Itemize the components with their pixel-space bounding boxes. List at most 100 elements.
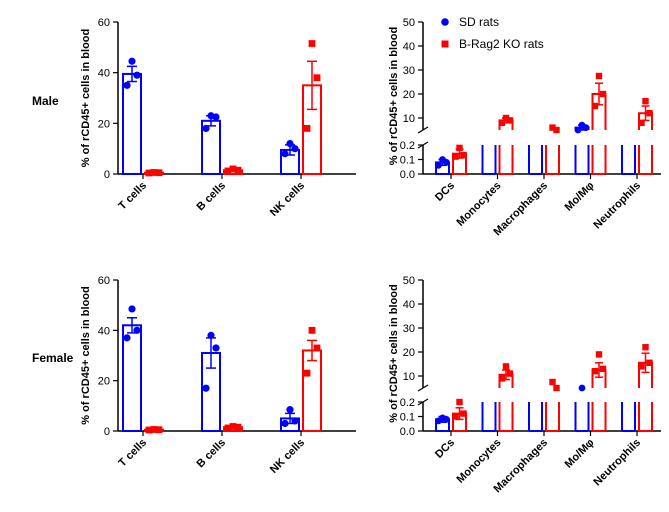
y-tick-label: 20 [403, 347, 415, 359]
data-point [291, 417, 299, 425]
data-point [443, 159, 450, 166]
data-point [281, 150, 289, 158]
y-tick-label: 10 [403, 113, 415, 125]
data-point [234, 423, 242, 431]
data-point [435, 417, 442, 425]
data-point [646, 110, 653, 117]
y-tick-label: 0.2 [400, 397, 415, 409]
data-point [313, 344, 321, 352]
data-point [646, 359, 653, 366]
y-tick-label: 50 [403, 17, 415, 29]
data-point [155, 169, 163, 177]
y-tick-label: 60 [98, 275, 110, 287]
data-point [150, 426, 158, 433]
y-tick-label: 0.2 [400, 140, 415, 152]
data-point [591, 102, 599, 110]
data-point [599, 90, 607, 98]
y-tick-label: 0.0 [400, 169, 415, 181]
y-tick-label: 0.0 [400, 426, 415, 438]
data-point [128, 305, 136, 313]
data-point [303, 125, 311, 132]
data-point [460, 410, 467, 417]
data-point [498, 119, 506, 126]
data-point [207, 331, 215, 339]
x-tick-label: NK cells [268, 437, 307, 476]
data-point [553, 384, 560, 392]
data-point [582, 124, 590, 131]
data-point [202, 124, 210, 132]
data-point [224, 167, 232, 175]
row-label-male: Male [32, 94, 59, 108]
data-point [145, 426, 153, 434]
data-point [202, 384, 210, 392]
data-point [549, 124, 556, 131]
row-label-female: Female [32, 351, 74, 365]
data-point [123, 334, 131, 342]
x-tick-label: DCs [433, 180, 457, 204]
x-tick-label: B cells [195, 437, 229, 471]
y-tick-label: 0.1 [400, 412, 415, 424]
data-point [502, 363, 510, 370]
y-tick-label: 20 [98, 376, 110, 388]
y-axis-label: % of rCD45+ cells in blood [80, 286, 92, 424]
data-point [456, 144, 463, 152]
data-point [578, 384, 586, 392]
y-tick-label: 40 [98, 325, 110, 337]
data-point [435, 161, 442, 169]
data-point [224, 424, 232, 432]
x-tick-label: Monocytes [454, 437, 503, 486]
data-point [286, 406, 294, 414]
data-point [133, 326, 141, 334]
chart-panel-male-myeloid: 10 20 30 40 50 0.0 0.1 0.2% of rCD45+ cells in … [388, 15, 661, 238]
data-point [638, 363, 645, 370]
data-point [281, 419, 289, 428]
y-tick-label: 10 [403, 371, 415, 383]
data-point [303, 369, 311, 377]
data-point [595, 72, 603, 80]
y-tick-label: 30 [403, 323, 415, 335]
legend-marker-sd [441, 18, 449, 26]
axis-break-mark [417, 384, 429, 392]
y-tick-label: 20 [98, 118, 110, 130]
legend-label: B-Rag2 KO rats [459, 37, 544, 51]
data-point [308, 40, 316, 47]
data-point [599, 365, 607, 372]
x-tick-label: NK cells [268, 180, 307, 219]
data-point [212, 113, 220, 121]
data-point [460, 151, 467, 159]
data-point [308, 326, 316, 334]
data-point [506, 117, 514, 124]
legend-label: SD rats [459, 15, 499, 29]
y-tick-label: 0.1 [400, 155, 415, 167]
x-tick-label: Monocytes [454, 180, 503, 229]
x-tick-label: T cells [116, 437, 149, 470]
data-point [133, 71, 141, 79]
data-point [642, 344, 649, 351]
y-tick-label: 30 [403, 65, 415, 77]
data-point [553, 126, 560, 134]
legend: SD rats B-Rag2 KO rats [441, 15, 544, 51]
data-point [443, 416, 450, 423]
chart-panel-female-myeloid: 10 20 30 40 50 0.0 0.1 0.2% of rCD45+ cells in … [388, 275, 661, 495]
y-tick-label: 40 [403, 41, 415, 53]
y-axis-label: % of rCD45+ cells in blood [388, 27, 400, 165]
data-point [128, 57, 136, 65]
x-tick-label: Mo/Mφ [563, 437, 597, 471]
x-tick-label: Neutrophils [591, 437, 643, 489]
y-axis-label: % of rCD45+ cells in blood [388, 284, 400, 422]
data-point [642, 98, 649, 105]
legend-marker-ko [441, 40, 449, 48]
data-point [591, 368, 599, 375]
data-point [452, 153, 459, 160]
data-point [595, 351, 603, 358]
chart-panel-male-lymphocytes: 0 20 40 60 % of rCD45+ cells in blood T cells… [80, 17, 356, 219]
data-point [313, 74, 321, 82]
y-tick-label: 0 [104, 169, 110, 181]
data-point [452, 413, 459, 420]
y-tick-label: 20 [403, 89, 415, 101]
y-tick-label: 60 [98, 17, 110, 29]
data-point [291, 145, 299, 153]
x-tick-label: B cells [195, 180, 229, 214]
